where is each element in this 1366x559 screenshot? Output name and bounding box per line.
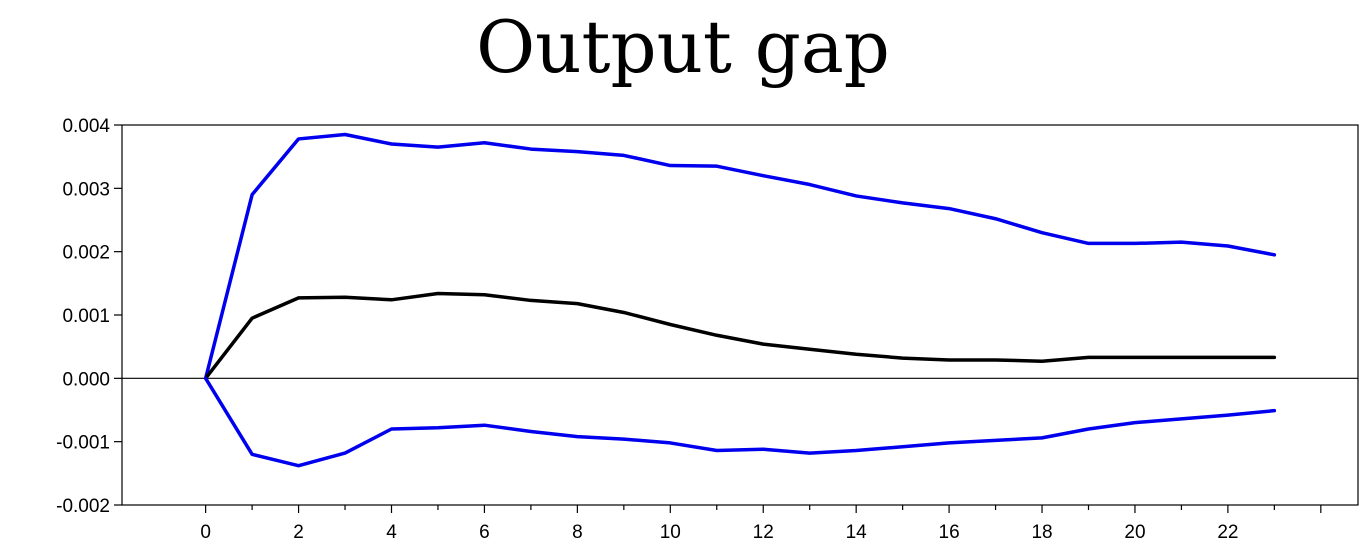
series-line-1 [203, 132, 1277, 381]
y-tick-label: 0.000 [62, 369, 110, 390]
x-tick-label: 6 [479, 522, 490, 543]
x-tick-label: 20 [1124, 522, 1145, 543]
y-tick-label: -0.001 [56, 433, 110, 454]
series-line-3 [203, 376, 1277, 468]
y-axis: -0.002 -0.001 0.000 0.001 0.002 0.003 0.004 [56, 116, 122, 517]
plot-frame [121, 124, 1359, 506]
y-tick-label: 0.003 [62, 179, 110, 200]
x-tick-label: 18 [1031, 522, 1052, 543]
x-tick-label: 2 [293, 522, 304, 543]
y-tick-label: -0.002 [56, 496, 110, 517]
series-group [203, 132, 1277, 468]
x-tick-label: 8 [572, 522, 583, 543]
x-tick-label: 10 [660, 522, 681, 543]
x-tick-label: 16 [939, 522, 960, 543]
x-tick-label: 22 [1217, 522, 1238, 543]
x-tick-label: 12 [753, 522, 774, 543]
chart-title: Output gap [476, 5, 890, 89]
series-line-2 [203, 291, 1277, 381]
y-tick-label: 0.001 [62, 306, 110, 327]
x-tick-label: 0 [200, 522, 211, 543]
x-axis: 0 2 4 6 8 10 12 14 16 18 20 22 [200, 505, 1322, 543]
x-tick-label: 14 [846, 522, 868, 543]
y-tick-label: 0.002 [62, 243, 110, 264]
y-tick-label: 0.004 [62, 116, 110, 137]
x-tick-label: 4 [386, 522, 397, 543]
